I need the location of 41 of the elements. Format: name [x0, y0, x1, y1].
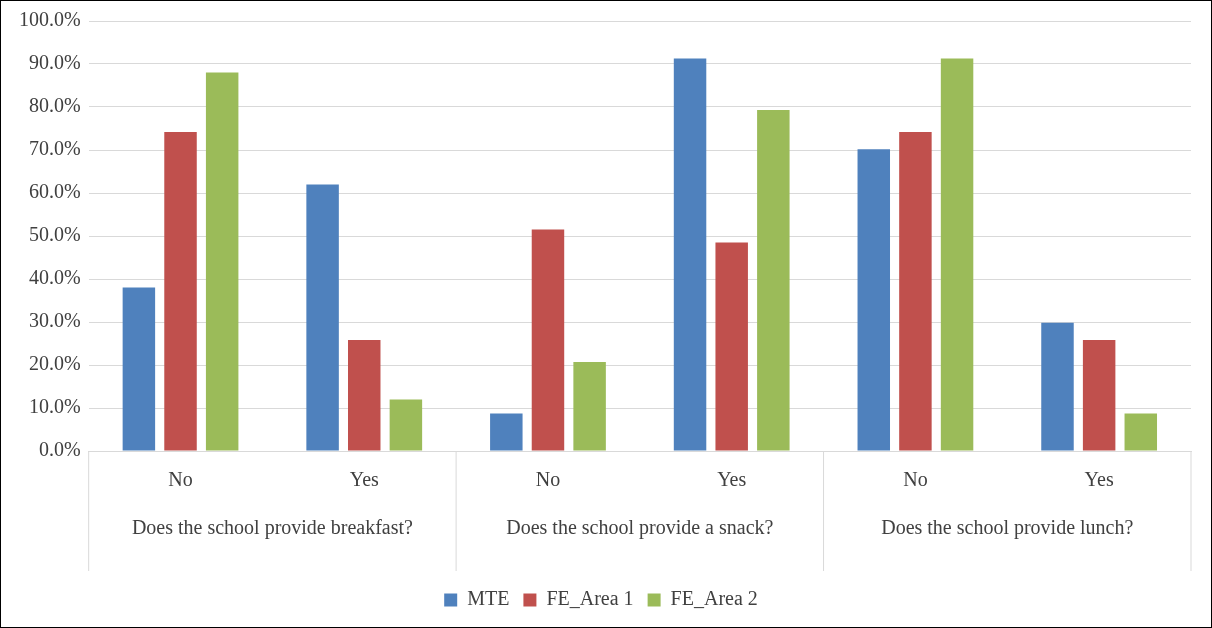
bar	[122, 287, 156, 451]
legend-label: FE_Area 1	[546, 587, 634, 610]
x-tick-label: No	[903, 468, 928, 491]
bar	[1041, 322, 1074, 451]
y-tick-label: 70.0%	[28, 137, 81, 160]
bar	[205, 72, 239, 451]
y-tick-label: 20.0%	[28, 352, 81, 375]
bar	[490, 413, 523, 451]
y-tick-label: 0.0%	[38, 438, 81, 461]
bar	[673, 58, 707, 451]
y-tick-label: 40.0%	[28, 266, 81, 289]
y-tick-label: 80.0%	[28, 94, 81, 117]
bar	[348, 340, 381, 451]
y-tick-label: 60.0%	[28, 180, 81, 203]
bar	[573, 361, 606, 451]
bar	[306, 184, 339, 451]
bar	[757, 110, 790, 451]
legend-label: MTE	[467, 587, 510, 610]
bar	[715, 242, 748, 451]
bar	[1082, 340, 1116, 451]
text: Does the school provide breakfast?	[131, 516, 414, 540]
x-tick-label: Yes	[1084, 468, 1114, 491]
x-tick-label: No	[168, 468, 193, 491]
y-tick-label: 90.0%	[28, 51, 81, 74]
x-tick-label: Yes	[349, 468, 380, 491]
y-tick-label: 30.0%	[28, 309, 81, 332]
y-tick-label: 10.0%	[28, 395, 81, 418]
text: Does the school provide lunch?	[881, 516, 1134, 540]
bar	[940, 58, 974, 451]
x-tick-label: No	[535, 468, 561, 491]
bar	[1124, 413, 1158, 451]
legend-label: FE_Area 2	[670, 587, 758, 610]
x-tick-label: Yes	[717, 468, 747, 491]
bar	[164, 131, 197, 451]
bar	[899, 131, 932, 451]
bar	[389, 399, 423, 451]
y-tick-label: 50.0%	[28, 223, 81, 246]
bar	[531, 229, 565, 451]
bar	[857, 149, 891, 451]
text: Does the school provide a snack?	[506, 516, 774, 540]
y-tick-label: 100.0%	[18, 8, 81, 31]
